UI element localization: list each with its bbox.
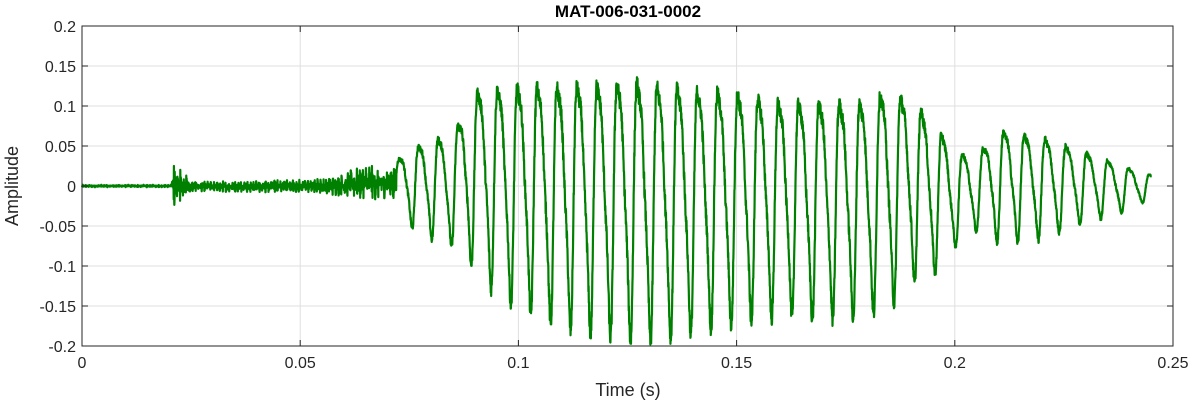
x-tick-label: 0.1 xyxy=(507,355,529,372)
x-tick-label: 0.05 xyxy=(285,355,316,372)
y-tick-label: 0.1 xyxy=(54,99,76,116)
x-axis-label: Time (s) xyxy=(595,380,660,400)
chart-title: MAT-006-031-0002 xyxy=(555,2,701,21)
x-tick-label: 0.25 xyxy=(1157,355,1188,372)
y-tick-label: 0.2 xyxy=(54,19,76,36)
plot-area xyxy=(80,76,1153,346)
x-tick-label: 0.15 xyxy=(721,355,752,372)
waveform-series xyxy=(80,76,1153,346)
x-tick-label: 0 xyxy=(78,355,87,372)
y-tick-label: -0.05 xyxy=(40,219,77,236)
x-tick-label: 0.2 xyxy=(944,355,966,372)
y-axis-label: Amplitude xyxy=(2,146,22,226)
y-tick-label: 0 xyxy=(67,179,76,196)
axis-ticks: 0 0.05 0.1 0.15 0.2 0.25 0.2 0.15 0.1 0.05 0 -0.05 -… xyxy=(40,19,1189,372)
y-tick-label: -0.1 xyxy=(48,259,76,276)
y-tick-label: -0.2 xyxy=(48,339,76,356)
y-tick-label: -0.15 xyxy=(40,299,77,316)
y-tick-label: 0.05 xyxy=(45,139,76,156)
y-tick-label: 0.15 xyxy=(45,59,76,76)
